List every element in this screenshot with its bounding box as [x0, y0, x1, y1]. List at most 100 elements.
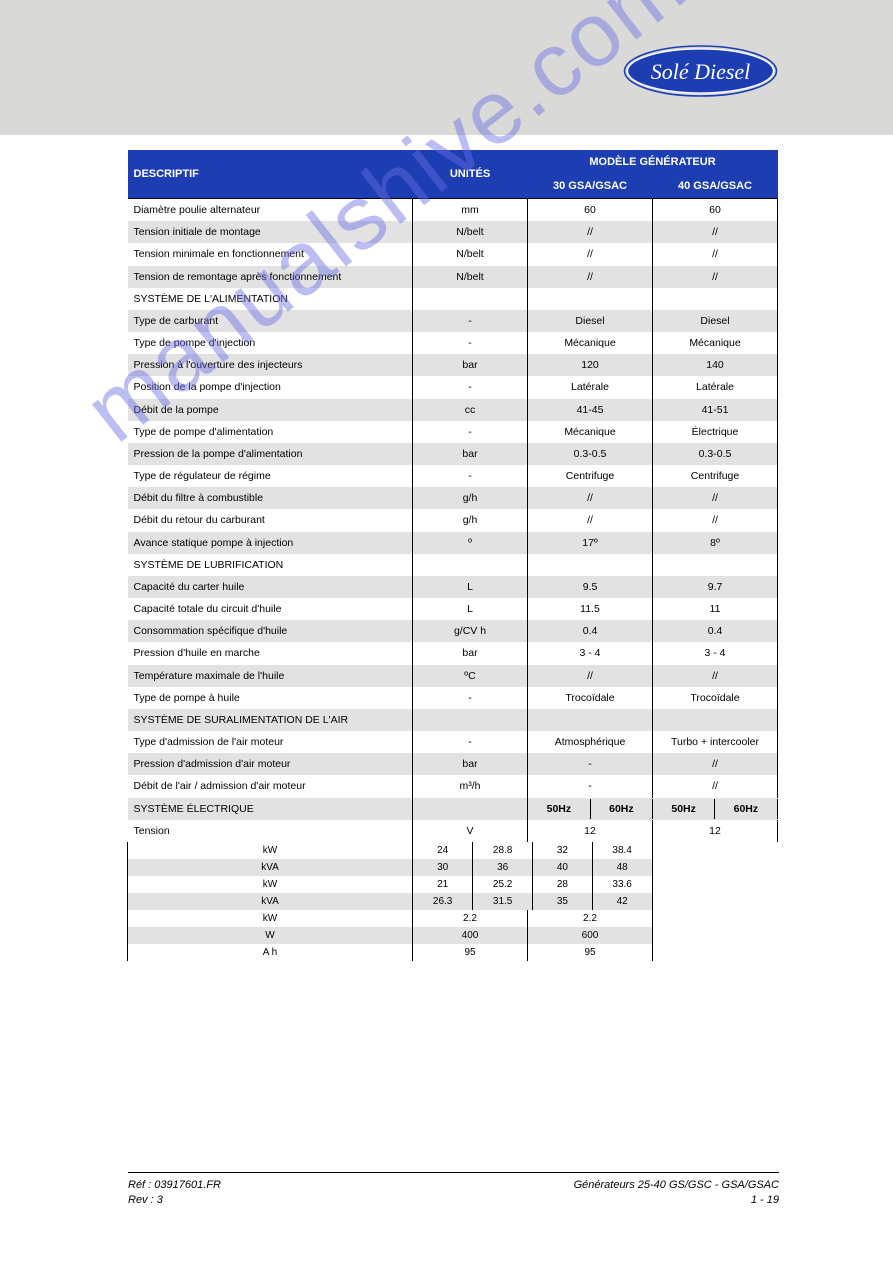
sub-d: 60Hz [715, 799, 777, 819]
val-a: 120 [528, 354, 653, 376]
logo-text: Solé Diesel [651, 59, 751, 84]
row-desc: Type de pompe à huile [128, 687, 413, 709]
hdr-model-b: 40 GSA/GSAC [653, 174, 778, 199]
val-b: 41-51 [653, 399, 778, 421]
val-b: Électrique [653, 421, 778, 443]
val-b [653, 709, 778, 731]
footer-product: Générateurs 25-40 GS/GSC - GSA/GSAC [574, 1178, 779, 1192]
val-b: 12 [653, 820, 778, 842]
row-unit: g/CV h [413, 620, 528, 642]
val-b: 2.2 [528, 910, 653, 927]
row-desc: Capacité du carter huile [128, 576, 413, 598]
row-desc: Position de la pompe d'injection [128, 376, 413, 398]
row-desc: Tension minimale en fonctionnement [128, 243, 413, 265]
val-a: 12 [528, 820, 653, 842]
hdr-model-a: 30 GSA/GSAC [528, 174, 653, 199]
val-b: // [653, 243, 778, 265]
row-unit: º [413, 532, 528, 554]
footer-page: 1 - 19 [574, 1193, 779, 1207]
footer-ref: Réf : 03917601.FR [128, 1178, 574, 1192]
val-a: 95 [413, 944, 528, 961]
row-unit: bar [413, 753, 528, 775]
row-unit: N/belt [413, 266, 528, 288]
val-b: // [653, 509, 778, 531]
val-a: 41-45 [528, 399, 653, 421]
row-desc: Débit du filtre à combustible [128, 487, 413, 509]
val-b: 60 [653, 199, 778, 221]
spec-table: DESCRIPTIF UNITÉS MODÈLE GÉNÉRATEUR 30 G… [127, 150, 778, 961]
row-desc: Type d'admission de l'air moteur [128, 731, 413, 753]
val-a: // [528, 221, 653, 243]
row-unit: - [413, 465, 528, 487]
val-b: Turbo + intercooler [653, 731, 778, 753]
row-unit: L [413, 598, 528, 620]
row-desc: Type de régulateur de régime [128, 465, 413, 487]
val-a: 400 [413, 927, 528, 944]
val-b: // [653, 266, 778, 288]
row-unit: N/belt [413, 221, 528, 243]
row-unit: - [413, 376, 528, 398]
val-b: // [653, 753, 778, 775]
val-b: // [653, 775, 778, 797]
row-unit: kW [128, 910, 413, 927]
row-desc: Pression de la pompe d'alimentation [128, 443, 413, 465]
hdr-models: MODÈLE GÉNÉRATEUR [528, 150, 778, 174]
row-unit: kVA [128, 859, 413, 876]
row-unit: cc [413, 399, 528, 421]
brand-logo: Solé Diesel [623, 45, 778, 100]
row-desc: SYSTÈME DE LUBRIFICATION [128, 554, 413, 576]
val-b: // [653, 221, 778, 243]
val-a: 17º [528, 532, 653, 554]
row-desc: SYSTÈME DE L'ALIMENTATION [128, 288, 413, 310]
val-a: 9.5 [528, 576, 653, 598]
val-b: 8º [653, 532, 778, 554]
page-header-bar: Solé Diesel [0, 0, 893, 135]
val-b: 3 - 4 [653, 642, 778, 664]
row-desc: Débit de la pompe [128, 399, 413, 421]
val-b [653, 288, 778, 310]
row-unit: kW [128, 842, 413, 859]
val-a: Trocoïdale [528, 687, 653, 709]
row-desc: Pression d'admission d'air moteur [128, 753, 413, 775]
sub-c: 50Hz [653, 799, 715, 819]
row-desc: Tension [128, 820, 413, 842]
row-unit: m³/h [413, 775, 528, 797]
row-desc: Diamètre poulie alternateur [128, 199, 413, 221]
val-b: 140 [653, 354, 778, 376]
row-unit: - [413, 421, 528, 443]
row-desc: Pression à l'ouverture des injecteurs [128, 354, 413, 376]
val-a: // [528, 266, 653, 288]
val-a [528, 288, 653, 310]
val-a: Atmosphérique [528, 731, 653, 753]
sub-b: 60Hz [590, 799, 652, 819]
footer-rev: Rev : 3 [128, 1193, 574, 1207]
val-b: 11 [653, 598, 778, 620]
row-unit [413, 709, 528, 731]
val-b: Mécanique [653, 332, 778, 354]
row-unit: - [413, 310, 528, 332]
val-b: 95 [528, 944, 653, 961]
val-a: // [528, 243, 653, 265]
row-desc: Type de carburant [128, 310, 413, 332]
row-unit: kW [128, 876, 413, 893]
row-unit [413, 288, 528, 310]
val-a: 11.5 [528, 598, 653, 620]
row-desc: Avance statique pompe à injection [128, 532, 413, 554]
val-b: Centrifuge [653, 465, 778, 487]
val-a: 0.4 [528, 620, 653, 642]
val-a: Centrifuge [528, 465, 653, 487]
row-desc: Capacité totale du circuit d'huile [128, 598, 413, 620]
val-b: // [653, 665, 778, 687]
row-unit [413, 798, 528, 820]
val-a [528, 709, 653, 731]
sub-a: 50Hz [528, 799, 590, 819]
val-a: 0.3-0.5 [528, 443, 653, 465]
row-unit: mm [413, 199, 528, 221]
row-unit: bar [413, 354, 528, 376]
val-a: 3 - 4 [528, 642, 653, 664]
row-unit: kVA [128, 893, 413, 910]
val-a: Mécanique [528, 332, 653, 354]
row-desc: Tension initiale de montage [128, 221, 413, 243]
row-desc: Température maximale de l'huile [128, 665, 413, 687]
row-unit: bar [413, 642, 528, 664]
